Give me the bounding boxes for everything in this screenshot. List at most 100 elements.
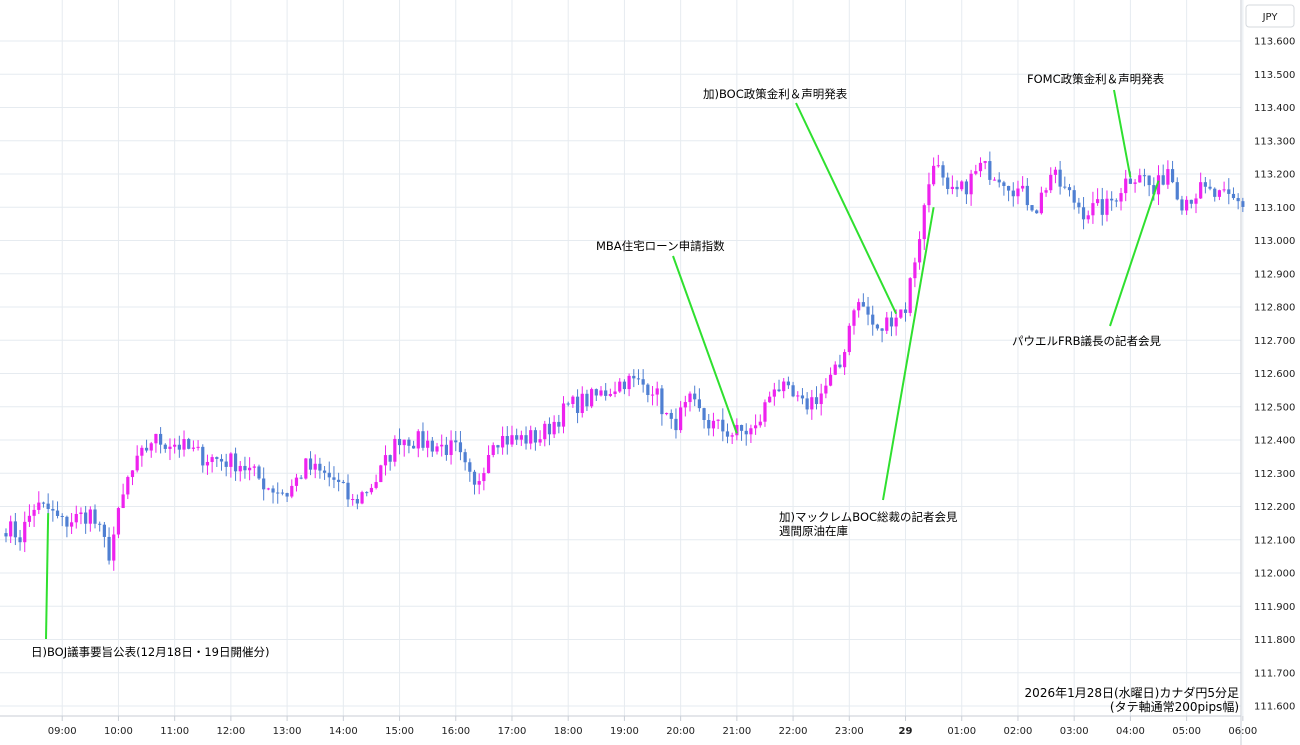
candle <box>683 395 687 417</box>
candle-body <box>515 435 519 440</box>
candle <box>622 379 627 395</box>
candle-body <box>608 393 612 396</box>
candle-body <box>618 381 622 392</box>
candle-body <box>1058 169 1062 187</box>
candle <box>191 440 195 452</box>
candle-body <box>210 457 214 462</box>
candle-body <box>116 508 121 535</box>
candle <box>177 435 181 458</box>
candle-body <box>547 423 552 435</box>
candle-body <box>322 470 327 473</box>
candle <box>1006 185 1011 202</box>
candle <box>824 378 828 399</box>
candle <box>566 401 570 407</box>
candle <box>435 442 439 455</box>
candle-body <box>791 385 795 397</box>
candle <box>107 527 111 565</box>
candle-body <box>768 396 772 403</box>
candle <box>1058 160 1062 195</box>
candle-body <box>379 465 383 483</box>
time-axis: 09:00 10:00 11:00 12:00 13:00 14:00 15:00 16:00… <box>48 716 1257 737</box>
price-tick-label: 112.300 <box>1254 469 1295 480</box>
candle-body <box>880 328 884 331</box>
candle-body <box>416 431 420 449</box>
price-tick-label: 111.900 <box>1254 602 1295 613</box>
candle <box>308 451 313 476</box>
price-tick-label: 111.800 <box>1254 635 1295 646</box>
candle <box>154 433 158 453</box>
candle <box>664 412 669 416</box>
candle-body <box>903 309 908 313</box>
candle <box>932 157 936 187</box>
candle-body <box>9 521 13 537</box>
candle-body <box>1021 185 1025 189</box>
time-tick-label: 01:00 <box>947 726 976 737</box>
price-tick-label: 113.100 <box>1254 203 1295 214</box>
candle-body <box>1044 190 1048 193</box>
candle-body <box>168 446 172 449</box>
candle <box>1199 172 1203 200</box>
candle-body <box>41 502 46 504</box>
candle-body <box>988 161 992 180</box>
candle-body <box>571 396 575 405</box>
candle-body <box>1002 182 1006 186</box>
candle-body <box>510 435 514 445</box>
candle <box>1072 185 1076 210</box>
candle <box>1217 189 1222 201</box>
candle <box>519 430 523 446</box>
candle <box>599 386 603 397</box>
price-tick-label: 112.500 <box>1254 402 1295 413</box>
candle-body <box>182 439 186 450</box>
candle <box>524 426 528 450</box>
annotation-label: FOMC政策金利＆声明発表 <box>1027 72 1165 86</box>
candle-body <box>1241 201 1245 207</box>
candle <box>458 431 463 461</box>
candle-body <box>529 430 533 444</box>
candle <box>646 383 650 403</box>
time-tick-label: 12:00 <box>216 726 245 737</box>
candle-body <box>1189 199 1193 204</box>
candle <box>707 414 711 436</box>
candle <box>276 482 280 504</box>
candle-body <box>1016 188 1020 197</box>
candle-body <box>397 438 402 446</box>
candle <box>411 440 416 449</box>
candle <box>1203 177 1207 194</box>
candle <box>196 440 200 451</box>
candle-body <box>491 445 495 455</box>
candle <box>847 323 851 356</box>
candle-body <box>1175 182 1179 200</box>
candle-body <box>290 485 294 497</box>
candle <box>880 328 884 343</box>
candle <box>229 452 233 478</box>
time-tick-label: 14:00 <box>329 726 358 737</box>
candle-body <box>163 444 167 449</box>
time-tick-label: 29 <box>899 726 913 737</box>
candle <box>730 432 734 444</box>
candle-body <box>262 478 266 490</box>
candle-body <box>819 393 823 405</box>
candle-body <box>1199 182 1203 199</box>
candle <box>23 511 27 553</box>
candle-body <box>135 455 139 471</box>
candle <box>130 470 135 486</box>
candle-body <box>1227 189 1231 194</box>
candle <box>126 475 130 500</box>
candle-body <box>88 509 92 524</box>
candle <box>65 515 69 538</box>
candle-body <box>960 181 964 190</box>
candle-body <box>1138 175 1142 183</box>
candle-body <box>1063 186 1067 188</box>
candle-body <box>102 524 106 537</box>
candle-body <box>1124 178 1128 194</box>
candle-body <box>697 399 701 409</box>
candle <box>449 430 453 465</box>
candle <box>618 378 622 393</box>
candle <box>294 473 299 492</box>
candle <box>318 457 322 479</box>
time-tick-label: 11:00 <box>160 726 189 737</box>
candle-body <box>304 458 308 479</box>
time-tick-label: 04:00 <box>1116 726 1145 737</box>
candle <box>950 175 954 195</box>
candle-body <box>646 384 650 396</box>
